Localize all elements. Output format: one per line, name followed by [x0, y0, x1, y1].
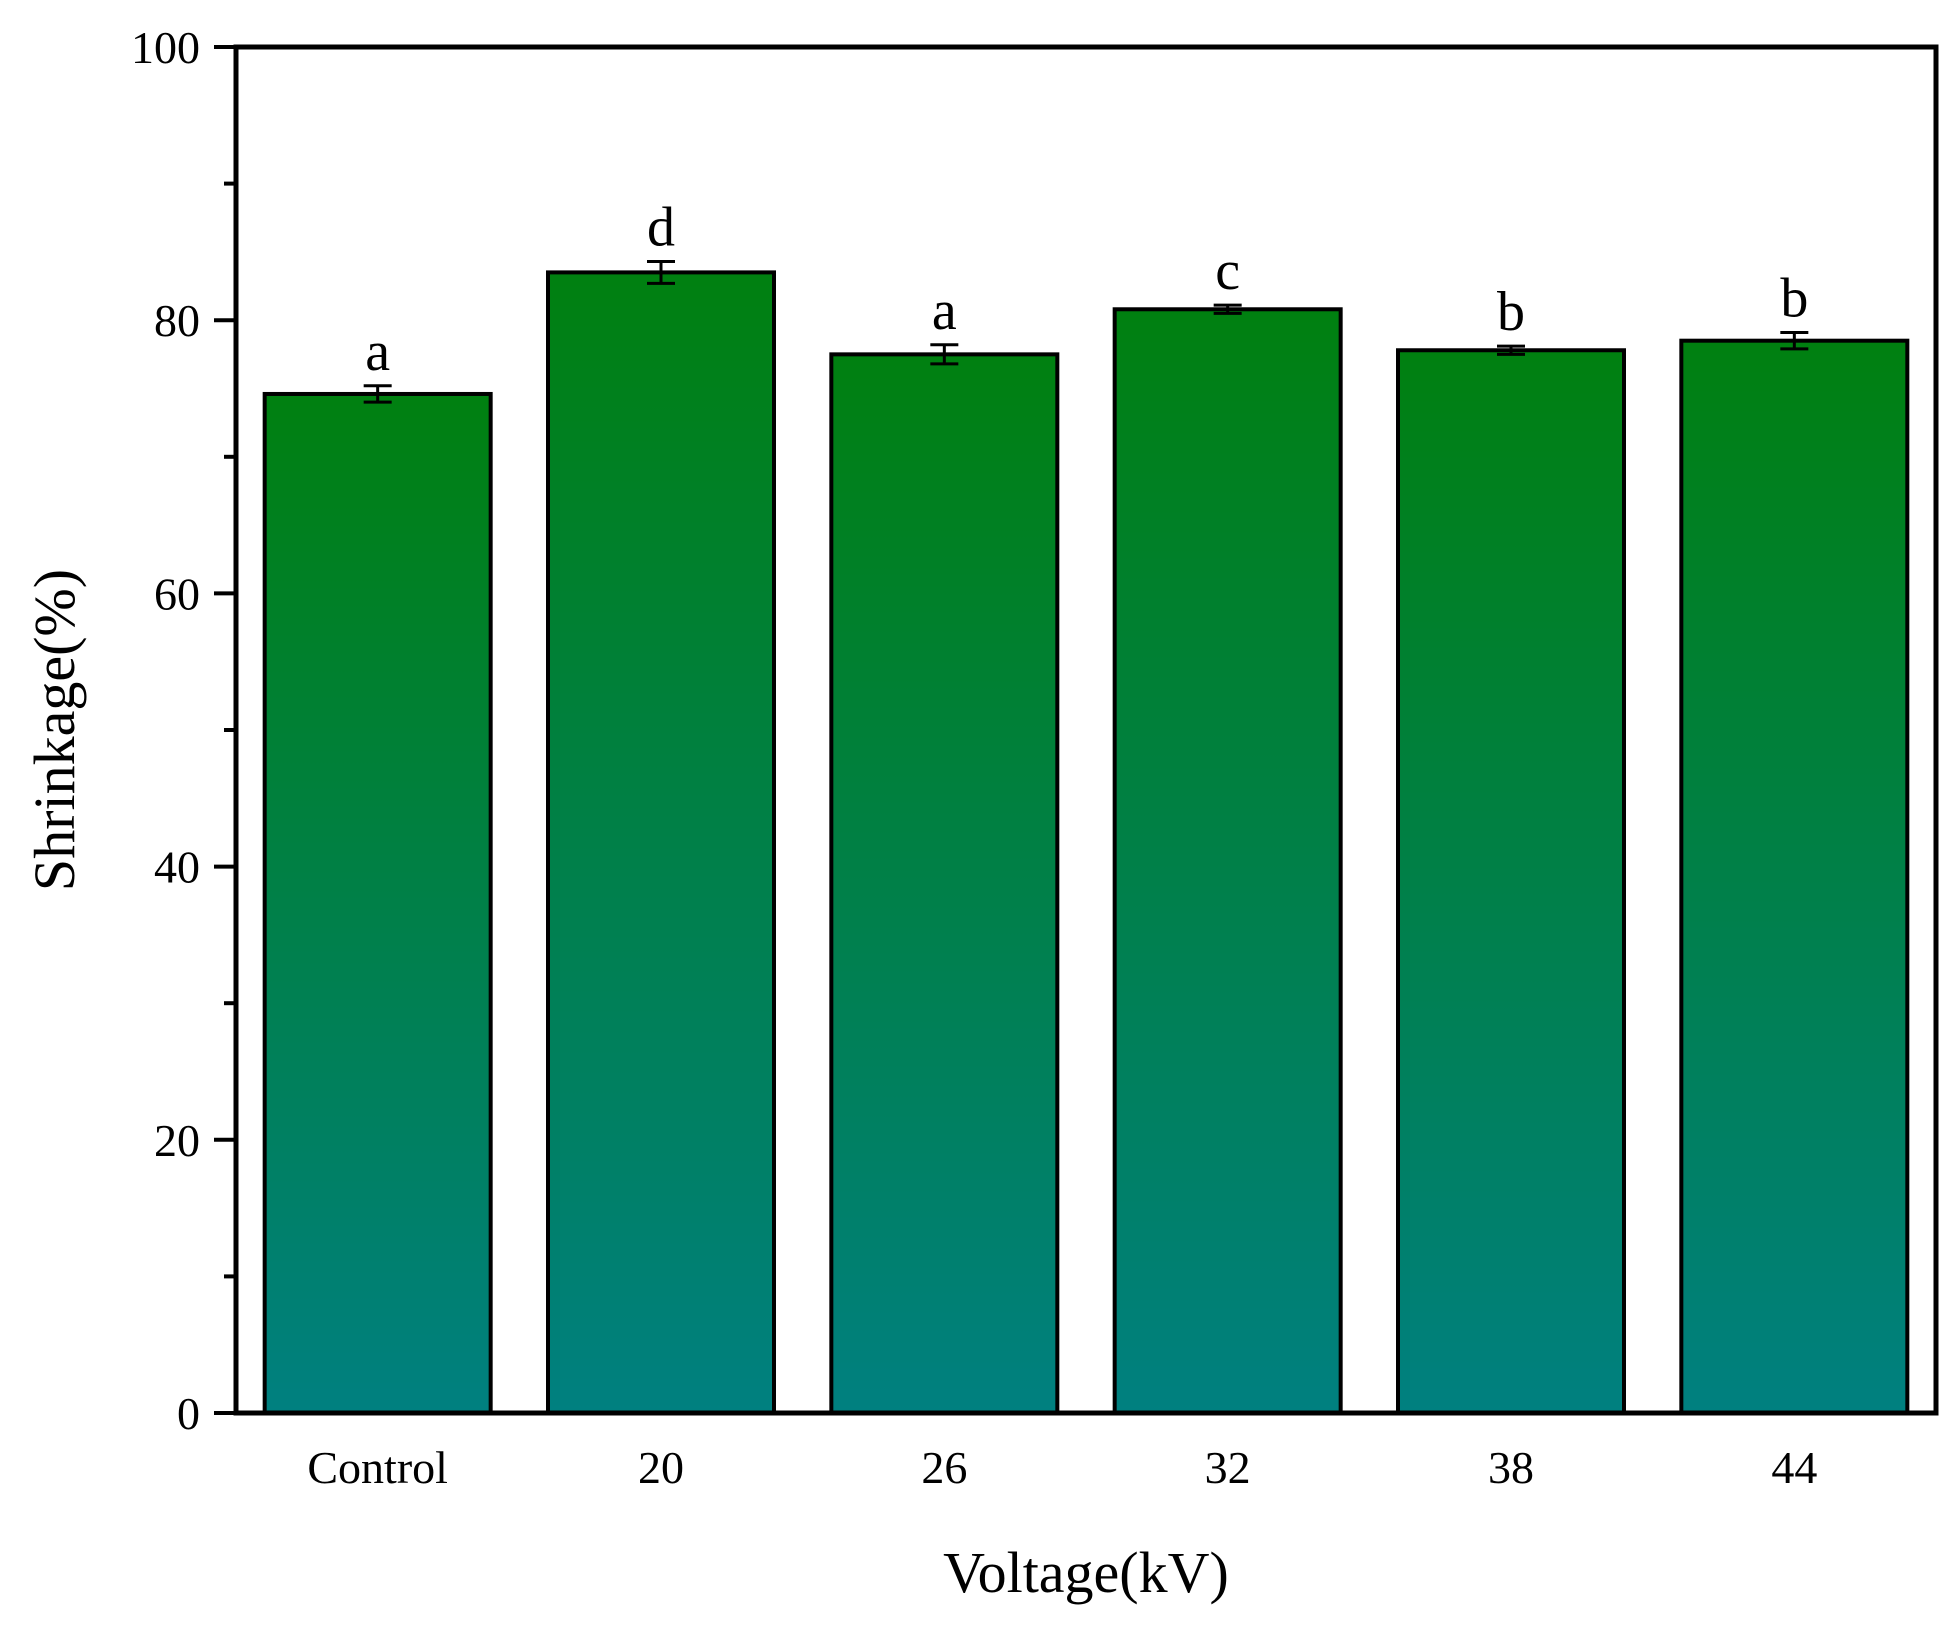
bar-0	[262, 391, 493, 1415]
plot-frame	[233, 44, 1939, 1416]
significance-label-3: c	[1215, 240, 1240, 302]
x-tick-label-5: 44	[1771, 1442, 1817, 1493]
error-bar-3	[1213, 303, 1242, 315]
x-tick-label-1: 20	[638, 1442, 684, 1493]
y-tick-label-3: 60	[154, 568, 200, 619]
bar-5	[1679, 338, 1910, 1416]
x-tick-label-2: 26	[921, 1442, 967, 1493]
significance-label-1: d	[647, 196, 675, 258]
bar-1	[546, 270, 776, 1415]
significance-labels-layer: a d a c b b	[365, 196, 1808, 382]
bars-layer	[262, 270, 1910, 1416]
error-bar-1	[647, 259, 675, 285]
x-tick-label-0: Control	[307, 1442, 448, 1493]
x-tick-label-4: 38	[1488, 1442, 1534, 1493]
bar-3	[1112, 307, 1343, 1416]
error-bar-5	[1780, 330, 1809, 351]
bar-4	[1396, 348, 1626, 1416]
y-tick-label-2: 40	[154, 842, 200, 893]
significance-label-5: b	[1780, 267, 1808, 329]
error-bar-4	[1497, 344, 1525, 356]
y-tick-label-0: 0	[177, 1388, 200, 1439]
significance-label-0: a	[365, 321, 390, 383]
significance-label-4: b	[1497, 281, 1525, 343]
bar-2	[829, 352, 1060, 1416]
significance-label-2: a	[932, 280, 957, 342]
x-axis-title: Voltage(kV)	[943, 1540, 1229, 1605]
y-axis-title: Shrinkage(%)	[22, 569, 87, 891]
error-bar-2	[930, 343, 959, 366]
error-bars-layer	[363, 259, 1809, 404]
y-tick-label-1: 20	[154, 1115, 200, 1166]
error-bar-0	[363, 384, 392, 404]
y-tick-label-4: 80	[154, 295, 200, 346]
axes-layer: Control 20 26 32 38 44 0 20 40 60 80 100	[131, 22, 1939, 1493]
x-tick-label-3: 32	[1205, 1442, 1251, 1493]
y-tick-label-5: 100	[131, 22, 200, 73]
